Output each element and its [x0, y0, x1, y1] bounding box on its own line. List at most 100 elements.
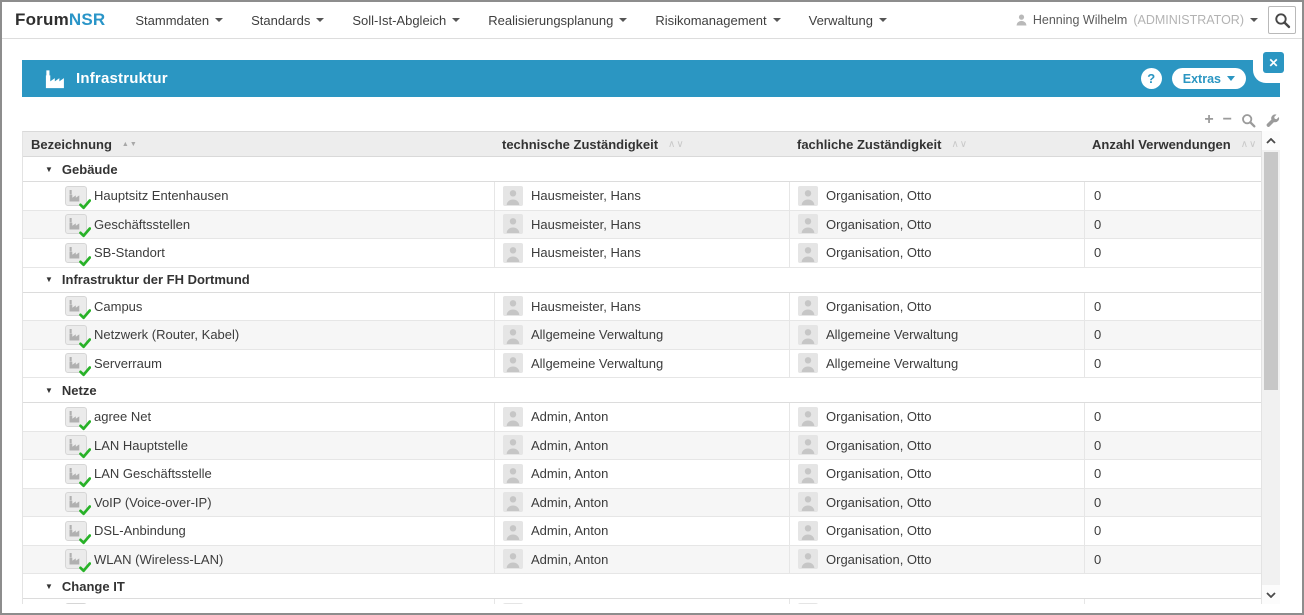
table-row[interactable]: VoIP (Voice-over-IP) Admin, Anton Organisa…: [23, 488, 1261, 517]
table-row[interactable]: Netzwerk (Router, Kabel) Allgemeine Verwa…: [23, 321, 1261, 350]
sort-icon[interactable]: ∧∨: [1240, 138, 1258, 150]
scroll-up-button[interactable]: [1262, 131, 1280, 150]
sort-icon[interactable]: ▲▼: [121, 140, 138, 148]
fach-owner: Organisation, Otto: [826, 298, 932, 314]
cell-fachliche-zustaendigkeit: Organisation, Otto: [789, 403, 1084, 431]
cell-bezeichnung: LAN Geschäftsstelle: [23, 460, 494, 488]
table-row[interactable]: DSL-Anbindung Admin, Anton Organisation, O…: [23, 517, 1261, 546]
table-row[interactable]: Hauptsitz Entenhausen Hausmeister, Hans Or…: [23, 182, 1261, 211]
person-avatar-icon: [503, 463, 523, 484]
group-row-netze[interactable]: ▼ Netze: [23, 378, 1261, 403]
check-icon: [79, 505, 92, 516]
cell-technische-zustaendigkeit: Admin, Anton: [494, 545, 789, 573]
tech-owner: Hausmeister, Hans: [531, 298, 641, 314]
check-icon: [79, 419, 92, 431]
column-header-technische-zustaendigkeit[interactable]: technische Zuständigkeit ∧∨: [494, 132, 789, 156]
cell-bezeichnung: agree Net: [23, 403, 494, 431]
panel-header: Infrastruktur ? Extras ✕: [22, 52, 1284, 97]
fach-owner: Organisation, Otto: [826, 188, 932, 204]
person-avatar-icon: [503, 185, 523, 206]
menu-item-soll-ist-abgleich[interactable]: Soll-Ist-Abgleich: [338, 13, 474, 28]
tech-owner: Allgemeine Verwaltung: [531, 355, 664, 371]
column-header-anzahl-verwendungen[interactable]: Anzahl Verwendungen ∧∨: [1084, 132, 1261, 156]
user-menu[interactable]: Henning Wilhelm (ADMINISTRATOR): [1016, 13, 1258, 27]
cell-bezeichnung: VoIP (Voice-over-IP): [23, 489, 494, 517]
check-icon: [79, 227, 92, 238]
cell-bezeichnung: LAN Hauptstelle: [23, 432, 494, 460]
user-name: Henning Wilhelm: [1032, 13, 1128, 27]
table-row[interactable]: Campus Hausmeister, Hans Organisation, Ott…: [23, 292, 1261, 321]
cell-anzahl-verwendungen: 0: [1084, 460, 1261, 488]
scroll-down-button[interactable]: [1262, 585, 1280, 604]
infrastructure-item-icon: [65, 296, 92, 320]
table-row[interactable]: Serverraum Allgemeine Verwaltung Allgemein…: [23, 349, 1261, 378]
scrollbar-thumb[interactable]: [1264, 152, 1278, 390]
group-row-infrastruktur-der-fh-dortmund[interactable]: ▼ Infrastruktur der FH Dortmund: [23, 267, 1261, 293]
collapse-triangle-icon[interactable]: ▼: [45, 581, 53, 591]
usage-count: 0: [1094, 409, 1102, 425]
user-role: (ADMINISTRATOR): [1133, 13, 1244, 27]
group-row-geb-ude[interactable]: ▼ Gebäude: [23, 157, 1261, 182]
cell-anzahl-verwendungen: 0: [1084, 321, 1261, 349]
item-name: Campus: [94, 298, 143, 314]
column-header-fachliche-zustaendigkeit[interactable]: fachliche Zuständigkeit ∧∨: [789, 132, 1084, 156]
collapse-all-button[interactable]: −: [1223, 112, 1232, 128]
extras-button[interactable]: Extras: [1171, 68, 1246, 89]
table-row[interactable]: Geschäftsstellen Hausmeister, Hans Organis…: [23, 210, 1261, 239]
cell-technische-zustaendigkeit: Hausmeister, Hans: [494, 292, 789, 320]
user-icon: [1016, 14, 1027, 26]
cell-anzahl-verwendungen: 0: [1084, 210, 1261, 238]
collapse-triangle-icon[interactable]: ▼: [45, 275, 53, 284]
table-row[interactable]: SB-Standort Hausmeister, Hans Organisation…: [23, 239, 1261, 268]
group-row-change-it[interactable]: ▼ Change IT: [23, 574, 1261, 599]
cell-bezeichnung: Netzwerk (Router, Kabel): [23, 321, 494, 349]
person-avatar-icon: [503, 435, 523, 456]
table-row[interactable]: [23, 599, 1261, 604]
chevron-down-icon: [619, 18, 628, 22]
help-button[interactable]: ?: [1140, 68, 1162, 89]
table-toolbar: + −: [1204, 111, 1280, 129]
menu-item-risikomanagement[interactable]: Risikomanagement: [641, 13, 794, 28]
cell-fachliche-zustaendigkeit: [789, 599, 1084, 604]
close-button[interactable]: ✕: [1263, 52, 1284, 73]
chevron-down-icon: [878, 18, 887, 22]
person-avatar-icon: [798, 549, 818, 570]
menu-item-realisierungsplanung[interactable]: Realisierungsplanung: [474, 13, 641, 28]
sort-icon[interactable]: ∧∨: [668, 138, 685, 150]
table-row[interactable]: LAN Hauptstelle Admin, Anton Organisation,…: [23, 431, 1261, 460]
table-row[interactable]: agree Net Admin, Anton Organisation, Otto 0: [23, 403, 1261, 432]
menu-item-standards[interactable]: Standards: [237, 13, 338, 28]
column-header-bezeichnung[interactable]: Bezeichnung ▲▼: [23, 132, 494, 156]
cell-technische-zustaendigkeit: Hausmeister, Hans: [494, 210, 789, 238]
chevron-down-icon: [1227, 76, 1235, 81]
scrollbar-track[interactable]: [1262, 150, 1280, 585]
usage-count: 0: [1094, 551, 1102, 567]
app-logo[interactable]: ForumNSR: [15, 10, 105, 30]
person-avatar-icon: [503, 406, 523, 427]
expand-all-button[interactable]: +: [1204, 112, 1213, 128]
check-icon: [79, 476, 92, 488]
item-name: VoIP (Voice-over-IP): [94, 494, 212, 510]
menu-item-stammdaten[interactable]: Stammdaten: [121, 13, 237, 28]
cell-anzahl-verwendungen: 0: [1084, 182, 1261, 210]
table-row[interactable]: LAN Geschäftsstelle Admin, Anton Organisat…: [23, 460, 1261, 489]
fach-owner: Organisation, Otto: [826, 245, 932, 261]
person-avatar-icon: [503, 492, 523, 513]
fach-owner: Organisation, Otto: [826, 466, 932, 482]
table-search-button[interactable]: [1241, 113, 1256, 128]
table-row[interactable]: WLAN (Wireless-LAN) Admin, Anton Organisat…: [23, 545, 1261, 574]
cell-technische-zustaendigkeit: Admin, Anton: [494, 431, 789, 459]
cell-anzahl-verwendungen: 0: [1084, 292, 1261, 320]
check-icon: [79, 366, 92, 377]
collapse-triangle-icon[interactable]: ▼: [45, 164, 53, 174]
chevron-up-icon: [1266, 137, 1276, 144]
search-button[interactable]: [1268, 6, 1296, 34]
menu-item-verwaltung[interactable]: Verwaltung: [795, 13, 901, 28]
sort-icon[interactable]: ∧∨: [951, 138, 969, 150]
settings-button[interactable]: [1265, 113, 1280, 128]
tech-owner: Admin, Anton: [531, 409, 609, 425]
collapse-triangle-icon[interactable]: ▼: [45, 385, 53, 395]
person-avatar-icon: [503, 296, 523, 317]
vertical-scrollbar: [1262, 131, 1280, 604]
